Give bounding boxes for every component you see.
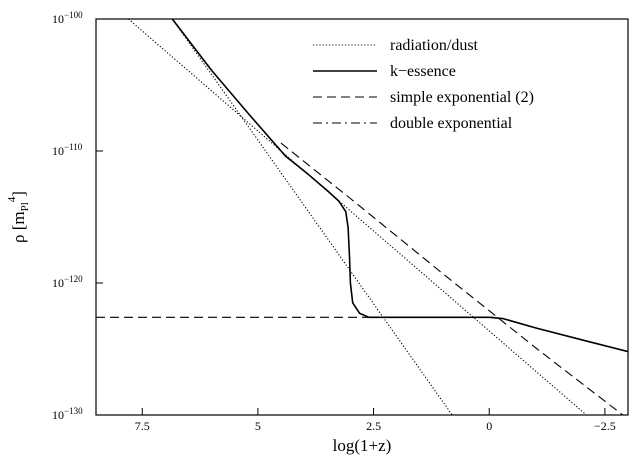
x-tick-label: 2.5 <box>366 419 381 433</box>
y-tick-exponent: −130 <box>64 406 83 416</box>
legend-label: radiation/dust <box>390 37 479 54</box>
y-tick-label: 10 <box>52 408 64 422</box>
x-tick-label: −2.5 <box>594 419 616 433</box>
svg-text:ρ [mPl4]: ρ [mPl4] <box>6 191 31 243</box>
y-axis-title-base: ρ [m <box>9 211 28 243</box>
x-tick-label: 7.5 <box>135 419 150 433</box>
y-tick-exponent: −120 <box>64 274 83 284</box>
series-line-solid <box>171 19 628 353</box>
series-line-dotted <box>171 19 453 415</box>
y-axis-title-sub: Pl <box>19 202 31 211</box>
y-tick-exponent: −110 <box>64 142 83 152</box>
series-line-dotted <box>128 19 587 415</box>
y-tick-exponent: −100 <box>64 10 83 20</box>
legend-label: simple exponential (2) <box>390 89 534 106</box>
x-tick-label: 0 <box>486 419 492 433</box>
series-layer <box>96 19 628 415</box>
y-tick-label: 10 <box>52 12 64 26</box>
y-tick-label: 10 <box>52 144 64 158</box>
series-line-dashed <box>280 142 624 415</box>
legend-label: double exponential <box>390 115 513 132</box>
y-axis-title-sup: 4 <box>6 196 18 202</box>
y-tick-base: 10 <box>52 408 64 422</box>
y-axis-title: ρ [mPl4] <box>6 191 31 243</box>
y-tick-base: 10 <box>52 276 64 290</box>
x-tick-label: 5 <box>255 419 261 433</box>
y-tick-base: 10 <box>52 12 64 26</box>
x-axis-title: log(1+z) <box>333 436 392 455</box>
y-axis-title-close: ] <box>9 191 28 197</box>
legend-label: k−essence <box>390 63 456 80</box>
y-tick-base: 10 <box>52 144 64 158</box>
legend: radiation/dust k−essence simple exponentia… <box>313 37 534 132</box>
plot-frame <box>95 18 629 416</box>
y-tick-label: 10 <box>52 276 64 290</box>
